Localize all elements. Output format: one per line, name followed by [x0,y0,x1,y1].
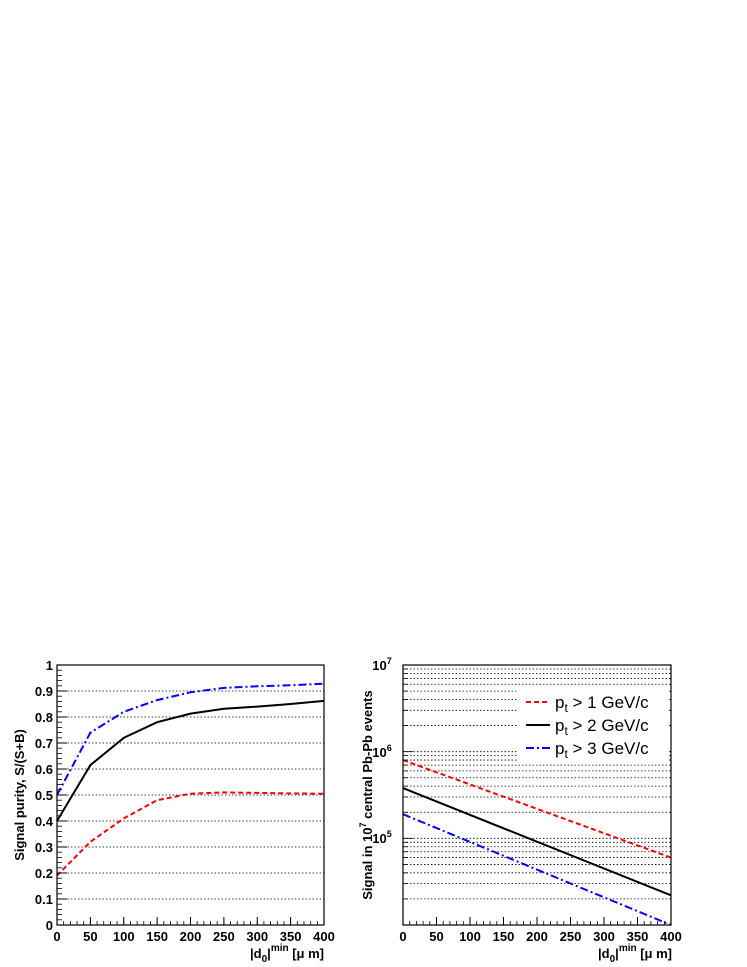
signal-ytick-1e7: 107 [372,656,391,673]
y-tick-label: 0.4 [35,814,54,829]
signal-ytick-1e5: 105 [372,829,391,846]
y-tick-label: 0.3 [35,840,53,855]
purity-frame [56,664,325,926]
signal-legend: pt > 1 GeV/c pt > 2 GeV/c pt > 3 GeV/c [518,686,668,762]
signal-ytick-1e6: 106 [372,743,391,760]
legend-label-pt3: pt > 3 GeV/c [555,739,649,761]
legend-label-pt2: pt > 2 GeV/c [555,716,649,738]
signal-panel: 0 50 100 150 200 250 300 350 400 107 106 105 Sig… [358,656,682,965]
y-tick-label: 0.9 [35,684,53,699]
x-tick-label: 250 [560,929,582,944]
signal-series-3 [402,813,672,926]
x-tick-label: 350 [627,929,649,944]
purity-grid [57,690,324,900]
purity-panel: 0 0.1 0.2 0.3 0.4 0.5 0.6 0.7 0.8 0.9 1 0 50 100 150 20… [12,658,335,965]
signal-ticks [402,668,672,926]
y-tick-label: 0.5 [35,788,53,803]
x-tick-label: 300 [246,929,268,944]
purity-y-title: Signal purity, S/(S+B) [12,729,27,861]
x-tick-label: 250 [213,929,235,944]
x-tick-label: 200 [526,929,548,944]
purity-curves [56,682,325,877]
signal-tick-labels: 0 50 100 150 200 250 300 350 400 [399,929,681,944]
purity-ticks [56,664,325,926]
signal-curves [402,759,672,926]
x-tick-label: 300 [593,929,615,944]
y-tick-label: 0.8 [35,710,53,725]
x-tick-label: 150 [146,929,168,944]
legend-label-pt1: pt > 1 GeV/c [555,693,649,715]
purity-series-2 [56,699,325,822]
signal-y-title: Signal in 107 central Pb-Pb events [358,690,375,899]
purity-series-1 [56,791,325,877]
x-tick-label: 0 [53,929,60,944]
x-tick-label: 100 [459,929,481,944]
x-tick-label: 200 [180,929,202,944]
signal-x-title: |d0|min [μ m] [598,943,672,965]
y-tick-label: 0.6 [35,762,53,777]
y-tick-label: 0 [46,918,53,933]
y-tick-label: 0.2 [35,866,53,881]
x-tick-label: 50 [83,929,97,944]
purity-tick-labels: 0 0.1 0.2 0.3 0.4 0.5 0.6 0.7 0.8 0.9 1 0 50 100 150 20… [35,658,335,944]
x-tick-label: 100 [113,929,135,944]
signal-series-1 [402,759,672,859]
x-tick-label: 350 [280,929,302,944]
x-tick-label: 50 [429,929,443,944]
signal-series-2 [402,787,672,897]
x-tick-label: 400 [313,929,335,944]
x-tick-label: 150 [493,929,515,944]
y-tick-label: 0.7 [35,736,53,751]
purity-x-title: |d0|min [μ m] [250,943,324,965]
purity-series-3 [56,682,325,796]
y-tick-label: 0.1 [35,892,53,907]
y-tick-label: 1 [46,658,53,673]
signal-frame [402,664,672,926]
x-tick-label: 0 [399,929,406,944]
x-tick-label: 400 [660,929,682,944]
